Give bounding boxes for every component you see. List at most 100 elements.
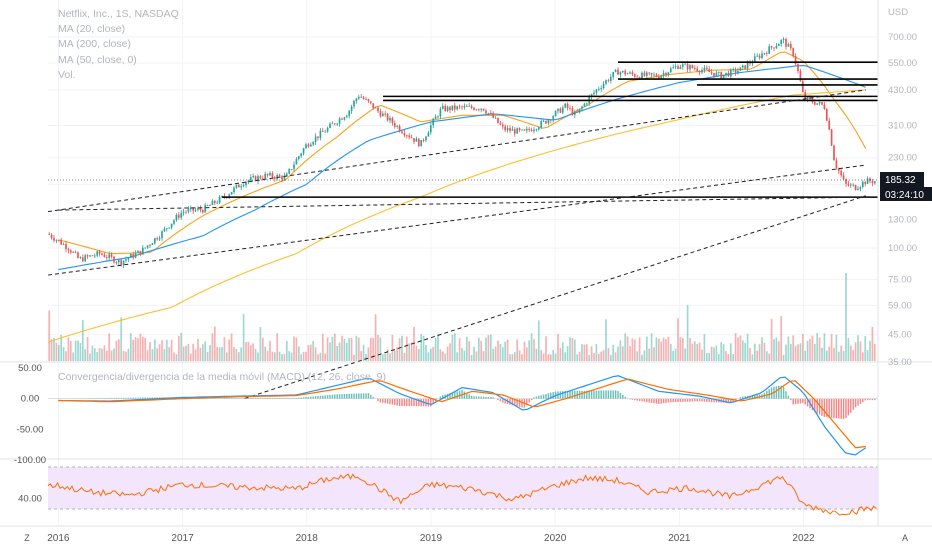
candle-body xyxy=(329,123,331,128)
macd-hist-bar xyxy=(228,397,230,399)
macd-hist-bar xyxy=(583,390,586,399)
volume-bar xyxy=(840,345,843,361)
volume-bar xyxy=(713,347,715,361)
macd-hist-bar xyxy=(624,397,626,399)
macd-hist-bar xyxy=(106,397,108,399)
volume-bar xyxy=(708,352,711,361)
macd-hist-bar xyxy=(698,398,701,402)
volume-bar xyxy=(453,333,456,361)
candle-body xyxy=(213,200,216,204)
volume-bar xyxy=(737,337,739,361)
candle-body xyxy=(557,108,559,112)
drawn-lines[interactable] xyxy=(47,61,878,399)
candlesticks xyxy=(48,37,876,269)
candle-body xyxy=(518,128,521,130)
candle-body xyxy=(254,176,257,182)
volume-bar xyxy=(422,335,425,361)
volume-bar xyxy=(753,343,756,361)
candle-body xyxy=(504,126,507,131)
price-axis[interactable]: 700.00550.00430.00310.00230.00180.00130.… xyxy=(14,32,917,504)
macd-hist-bar xyxy=(689,398,691,402)
volume-bar xyxy=(62,347,65,361)
candle-body xyxy=(108,254,111,258)
macd-hist-bar xyxy=(756,394,758,399)
zoom-toggle-button[interactable]: Z xyxy=(24,533,30,543)
macd-hist-bar xyxy=(612,390,614,399)
candle-body xyxy=(535,129,538,131)
candle-body xyxy=(605,80,607,84)
candle-body xyxy=(427,132,430,137)
volume-bar xyxy=(117,339,120,361)
volume-bar xyxy=(341,335,343,361)
candle-body xyxy=(540,121,543,128)
macd-hist-bar xyxy=(254,397,257,399)
volume-bar xyxy=(756,350,759,361)
candle-body xyxy=(206,204,209,206)
legend-ma2[interactable]: MA (200, close) xyxy=(58,38,131,51)
macd-hist-bar xyxy=(684,398,686,402)
candle-body xyxy=(156,238,159,240)
candle-body xyxy=(756,55,759,57)
macd-hist-bar xyxy=(662,398,665,404)
volume-bar xyxy=(693,341,696,361)
volume-bar xyxy=(782,354,785,361)
macd-hist-bar xyxy=(778,385,780,399)
volume-bar xyxy=(48,310,51,361)
volume-bar xyxy=(225,352,228,361)
price-tick-label: 430.00 xyxy=(888,85,917,96)
legend-ma1[interactable]: MA (20, close) xyxy=(58,23,126,36)
candle-body xyxy=(113,256,115,263)
macd-hist-bar xyxy=(341,394,343,399)
volume-bar xyxy=(576,354,579,361)
macd-hist-bar xyxy=(326,395,329,399)
candle-body xyxy=(98,251,101,254)
volume-bar xyxy=(864,336,867,361)
volume-bar xyxy=(170,339,173,361)
macd-hist-bar xyxy=(547,393,550,399)
candle-body xyxy=(650,73,653,75)
volume-bar xyxy=(285,341,288,361)
macd-hist-bar xyxy=(806,398,809,407)
candle-body xyxy=(859,186,862,189)
volume-bar xyxy=(765,351,768,361)
legend-vol[interactable]: Vol. xyxy=(58,68,76,81)
price-tick-label: 35.00 xyxy=(888,357,912,368)
volume-bar xyxy=(86,337,89,361)
candle-body xyxy=(741,65,744,68)
candle-body xyxy=(120,259,123,265)
candle-body xyxy=(559,108,562,113)
candle-body xyxy=(425,136,427,141)
macd-hist-bar xyxy=(406,398,408,407)
candle-body xyxy=(857,188,859,191)
volume-bar xyxy=(612,344,615,361)
candle-body xyxy=(583,103,586,107)
candle-body xyxy=(818,102,821,104)
volume-bar xyxy=(266,350,269,361)
ma-line xyxy=(47,89,866,343)
candle-body xyxy=(343,117,346,120)
candle-body xyxy=(165,228,168,230)
legend-ma3[interactable]: MA (50, close, 0) xyxy=(58,53,137,66)
candle-body xyxy=(413,138,415,142)
auto-scale-button[interactable]: A xyxy=(901,533,908,543)
macd-hist-bar xyxy=(319,395,322,399)
candle-body xyxy=(861,181,864,187)
volume-bar xyxy=(110,350,113,361)
candle-body xyxy=(477,109,480,111)
candle-body xyxy=(317,136,319,138)
volume-bar xyxy=(729,343,732,361)
candle-body xyxy=(585,103,588,105)
volume-bar xyxy=(405,336,408,361)
macd-legend[interactable]: Convergencia/divergencia de la media móv… xyxy=(58,371,386,383)
time-axis[interactable]: 2016 2017 2018 2019 2020 2021 2022 xyxy=(47,533,815,544)
macd-hist-bar xyxy=(314,396,317,399)
legend-symbol[interactable]: Netflix, Inc., 1S, NASDAQ xyxy=(58,8,179,20)
candle-body xyxy=(797,64,799,72)
volume-bar xyxy=(564,352,567,361)
candle-body xyxy=(117,259,120,263)
candle-body xyxy=(93,255,96,257)
volume-bar xyxy=(689,337,691,361)
volume-bar xyxy=(309,344,312,361)
candle-body xyxy=(499,123,502,125)
